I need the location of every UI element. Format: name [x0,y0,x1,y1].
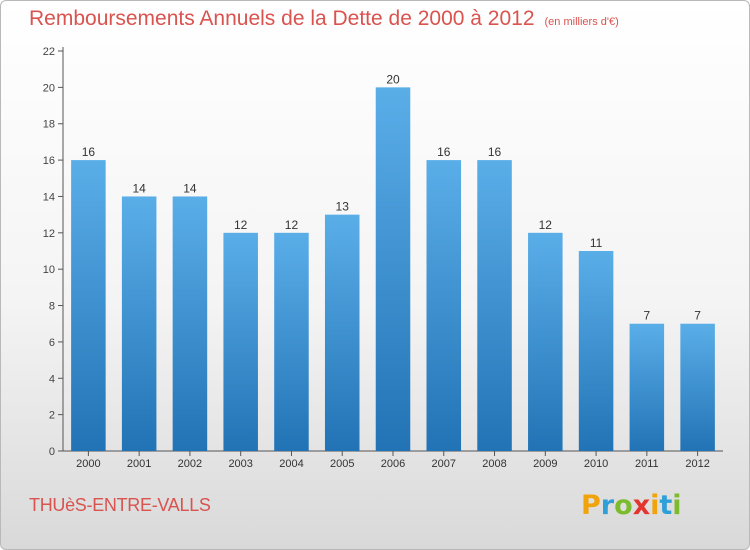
bar-value-label: 14 [183,181,197,195]
bar [223,232,258,451]
bar-value-label: 13 [336,200,350,214]
y-tick-label: 16 [43,155,55,167]
chart-title: Remboursements Annuels de la Dette de 20… [29,7,535,30]
bar-value-label: 20 [386,72,400,86]
x-tick-label: 2003 [228,458,252,470]
unit-note: (en milliers d'€) [544,16,619,28]
x-tick-label: 2006 [381,458,405,470]
y-tick-label: 10 [43,264,55,276]
bar [426,160,462,451]
bar-value-label: 14 [132,181,146,195]
bar-value-label: 16 [82,145,96,159]
bar [324,214,360,451]
bar-value-label: 12 [285,218,299,232]
bar [375,87,411,451]
bar-value-label: 16 [488,145,502,159]
bar [680,323,715,451]
proxiti-logo: Proxiti [581,490,682,521]
x-tick-label: 2010 [584,458,608,470]
plot-area: 0 2 4 6 8 10 12 14 16 18 20 22 16 2000 14 2001 14 2002 12 2… [43,46,723,470]
bar-value-label: 16 [437,145,451,159]
bar-value-label: 7 [644,309,651,323]
x-tick-label: 2004 [279,458,303,470]
y-tick-label: 0 [49,446,55,458]
x-tick-label: 2011 [635,458,659,470]
x-tick-label: 2012 [685,458,709,470]
bar-value-label: 7 [694,309,701,323]
x-tick-label: 2005 [330,458,354,470]
bar [121,196,157,451]
bar-value-label: 12 [234,218,248,232]
x-tick-label: 2001 [127,458,151,470]
bar [578,251,614,451]
title-row: Remboursements Annuels de la Dette de 20… [29,7,619,31]
y-tick-label: 8 [49,301,55,313]
commune-name: THUèS-ENTRE-VALLS [29,495,211,515]
bar [172,196,208,451]
x-tick-label: 2008 [482,458,506,470]
x-tick-label: 2002 [178,458,202,470]
y-tick-label: 14 [43,191,55,203]
bar [71,160,106,451]
y-tick-label: 2 [49,410,55,422]
y-tick-label: 22 [43,46,55,58]
y-tick-label: 6 [49,337,55,349]
bar [528,232,563,451]
y-tick-label: 18 [43,119,55,131]
bar [477,160,512,451]
x-tick-label: 2007 [432,458,456,470]
x-tick-label: 2009 [533,458,557,470]
x-tick-label: 2000 [76,458,100,470]
bar [274,232,309,451]
y-tick-label: 4 [49,373,55,385]
bar-value-label: 12 [539,218,553,232]
bar-value-label: 11 [590,236,603,250]
y-tick-label: 20 [43,82,55,94]
y-tick-label: 12 [43,228,55,240]
bar [629,323,665,451]
